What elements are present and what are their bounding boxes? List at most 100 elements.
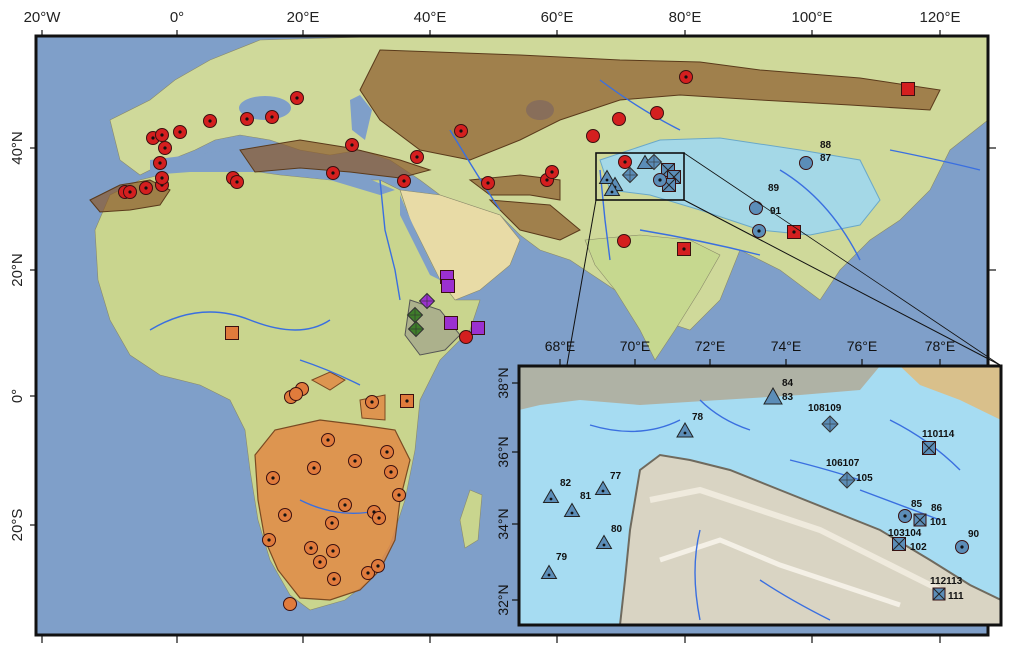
crossed-square-marker-14 xyxy=(932,587,946,601)
diamond-marker-74 xyxy=(645,153,663,171)
dotted-circle-marker-11 xyxy=(265,110,279,124)
dotted-circle-marker-10 xyxy=(240,112,254,126)
lat-label-0: 0° xyxy=(9,389,26,403)
dotted-circle-marker-9 xyxy=(203,114,217,128)
inset-lat-label-34n: 34°N xyxy=(495,508,511,539)
dotted-circle-marker-49 xyxy=(372,511,386,525)
site-label-87: 87 xyxy=(820,153,832,164)
rivers xyxy=(149,79,981,514)
site-label-88: 88 xyxy=(820,140,832,151)
inset-label-79: 79 xyxy=(556,552,568,563)
inset-lat-label-32n: 32°N xyxy=(495,584,511,615)
diamond-marker-62 xyxy=(418,292,436,310)
inset-snow-ridge-2 xyxy=(659,537,901,608)
inset-label-78: 78 xyxy=(692,412,704,423)
inset-label-102: 102 xyxy=(910,542,927,553)
lon-label-60e: 60°E xyxy=(541,9,574,26)
dotted-circle-marker-13 xyxy=(345,138,359,152)
dotted-circle-marker-20 xyxy=(481,176,495,190)
inset-label-105: 105 xyxy=(856,473,873,484)
lon-label-80e: 80°E xyxy=(669,9,702,26)
inset-label-81: 81 xyxy=(580,491,592,502)
lon-label-0: 0° xyxy=(170,9,184,26)
site-label-89: 89 xyxy=(768,183,780,194)
dotted-circle-marker-44 xyxy=(348,454,362,468)
circle-marker-24 xyxy=(586,129,600,143)
dotted-circle-marker-8 xyxy=(173,125,187,139)
dotted-circle-marker-1 xyxy=(139,181,153,195)
dotted-circle-marker-18 xyxy=(410,150,424,164)
madagascar xyxy=(459,489,483,549)
map-frame xyxy=(34,34,990,637)
dotted-circle-marker-69 xyxy=(752,224,766,238)
dotted-circle-marker-29 xyxy=(123,185,137,199)
inset-label-83: 83 xyxy=(782,392,794,403)
dotted-circle-marker-7 xyxy=(155,128,169,142)
inset-label-90: 90 xyxy=(968,529,980,540)
dotted-circle-marker-51 xyxy=(262,533,276,547)
caspian-sea xyxy=(350,95,372,140)
inset-tan-area xyxy=(900,366,1001,420)
india-landmass xyxy=(584,234,721,361)
dotted-triangle-marker-70 xyxy=(598,169,616,184)
dotted-circle-marker-42 xyxy=(266,471,280,485)
diamond-marker-4 xyxy=(838,471,856,489)
circle-marker-67 xyxy=(799,156,813,170)
inset-brown-region xyxy=(519,366,880,410)
dotted-circle-marker-43 xyxy=(307,461,321,475)
lat-label-20s: 20°S xyxy=(9,509,26,542)
dotted-circle-marker-45 xyxy=(384,465,398,479)
dotted-triangle-marker-72 xyxy=(603,181,621,196)
dotted-square-marker-35 xyxy=(400,394,414,408)
mediterranean-sea xyxy=(150,150,395,195)
inset-lat-label-36n: 36°N xyxy=(495,436,511,467)
circle-marker-59 xyxy=(283,597,297,611)
dotted-circle-marker-50 xyxy=(392,488,406,502)
triangle-marker-0 xyxy=(763,386,783,405)
inset-lon-label-72e: 72°E xyxy=(695,338,726,354)
circle-marker-68 xyxy=(749,201,763,215)
inset-label-112113: 112113 xyxy=(930,576,963,587)
inset-label-82: 82 xyxy=(560,478,572,489)
zoom-region-box xyxy=(595,152,685,201)
inset-label-103104: 103104 xyxy=(888,528,922,539)
inset-label-77: 77 xyxy=(610,471,622,482)
dotted-triangle-marker-9 xyxy=(540,564,558,579)
lon-label-20w: 20°W xyxy=(24,9,62,26)
dotted-circle-marker-5 xyxy=(158,141,172,155)
dotted-circle-marker-17 xyxy=(397,174,411,188)
inset-label-84: 84 xyxy=(782,378,794,389)
inset-label-85: 85 xyxy=(911,499,923,510)
dotted-circle-marker-58 xyxy=(327,572,341,586)
inset-lon-label-76e: 76°E xyxy=(847,338,878,354)
dotted-circle-marker-39 xyxy=(321,433,335,447)
dotted-triangle-marker-7 xyxy=(563,502,581,517)
dotted-circle-marker-52 xyxy=(304,541,318,555)
dotted-circle-marker-16 xyxy=(230,175,244,189)
dotted-circle-marker-14 xyxy=(326,166,340,180)
inset-label-86: 86 xyxy=(931,503,943,514)
dotted-square-marker-32 xyxy=(677,242,691,256)
dotted-triangle-marker-1 xyxy=(676,421,694,438)
inset-label-110114: 110114 xyxy=(922,429,955,440)
lon-label-20e: 20°E xyxy=(287,9,320,26)
dotted-circle-marker-28 xyxy=(618,155,632,169)
inset-label-106107: 106107 xyxy=(826,458,860,469)
dotted-circle-marker-46 xyxy=(338,498,352,512)
lon-label-120e: 120°E xyxy=(919,9,960,26)
dotted-circle-marker-41 xyxy=(365,395,379,409)
circle-marker-26 xyxy=(650,106,664,120)
circle-marker-38 xyxy=(289,387,303,401)
dotted-circle-marker-55 xyxy=(313,555,327,569)
inset-lat-label-38n: 38°N xyxy=(495,367,511,398)
orange-range-region xyxy=(254,419,411,601)
site-label-91: 91 xyxy=(770,206,782,217)
square-marker-31 xyxy=(901,82,915,96)
circle-marker-25 xyxy=(612,112,626,126)
square-marker-34 xyxy=(225,326,239,340)
square-marker-66 xyxy=(471,321,485,335)
crossed-square-marker-11 xyxy=(913,513,927,527)
dotted-square-marker-33 xyxy=(787,225,801,239)
inset-axis-ticks xyxy=(512,359,941,601)
